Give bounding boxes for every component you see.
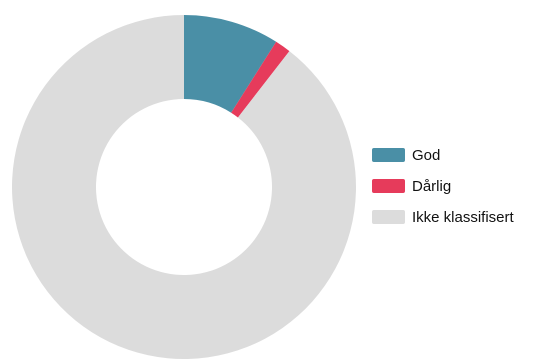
legend-swatch-darlig xyxy=(372,179,405,193)
legend: God Dårlig Ikke klassifisert xyxy=(372,145,514,238)
donut-slices xyxy=(12,15,356,359)
slice-ikke-klassifisert xyxy=(12,15,356,359)
legend-label-darlig: Dårlig xyxy=(412,178,451,195)
legend-label-ikke-klassifisert: Ikke klassifisert xyxy=(412,209,514,226)
legend-swatch-ikke-klassifisert xyxy=(372,210,405,224)
legend-item-god: God xyxy=(372,145,514,165)
legend-label-god: God xyxy=(412,147,440,164)
legend-item-darlig: Dårlig xyxy=(372,176,514,196)
legend-item-ikke-klassifisert: Ikke klassifisert xyxy=(372,207,514,227)
legend-swatch-god xyxy=(372,148,405,162)
